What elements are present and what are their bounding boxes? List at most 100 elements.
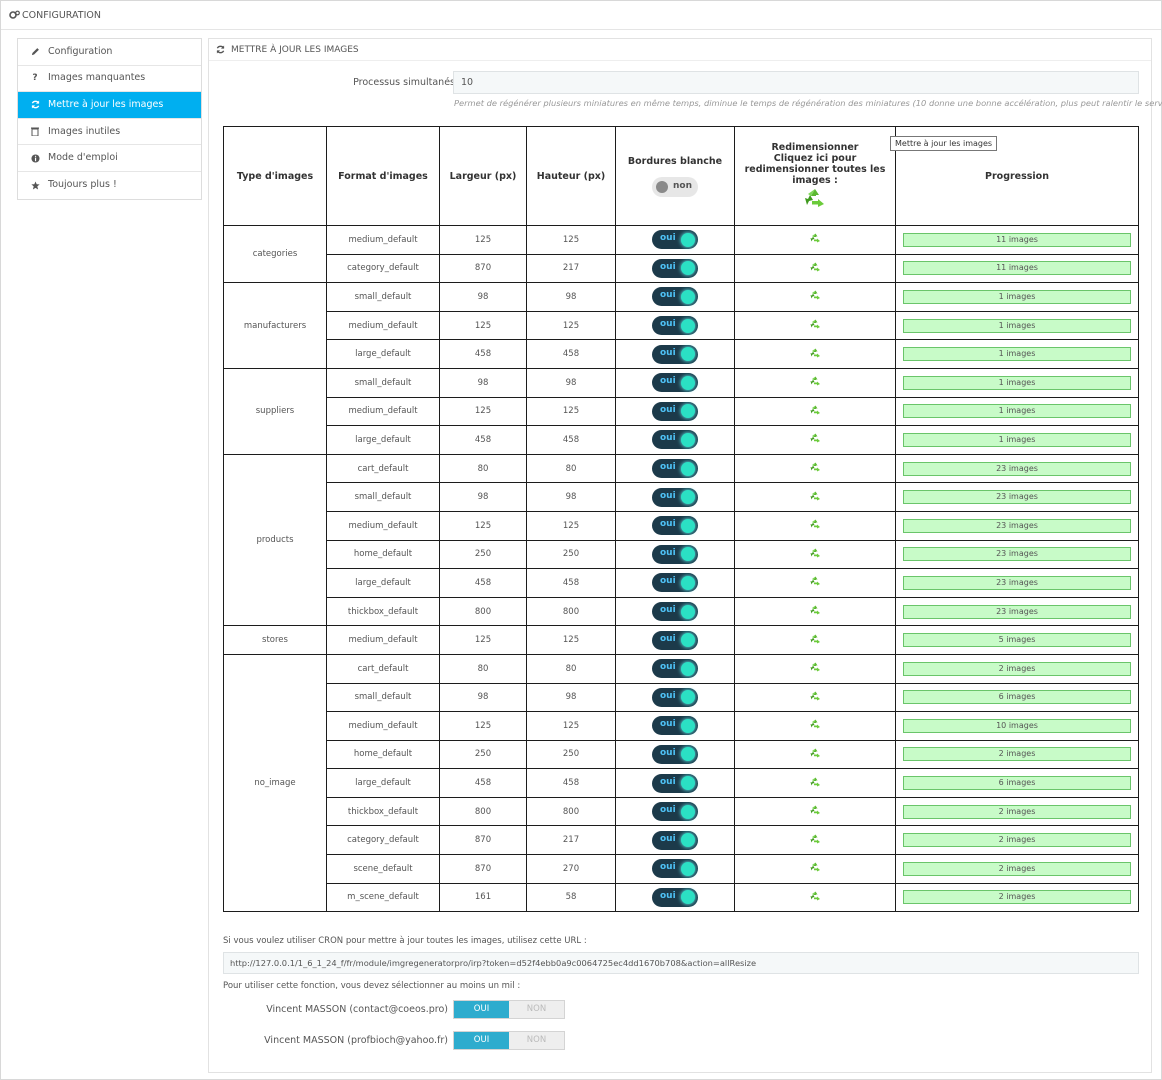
recycle-icon[interactable] (810, 262, 821, 275)
toggle-knob (681, 461, 695, 476)
recycle-icon[interactable] (810, 805, 821, 818)
mail-row: Vincent MASSON (profbioch@yahoo.fr) OUI … (209, 1031, 1153, 1051)
resize-cell (734, 282, 896, 312)
recycle-icon[interactable] (810, 719, 821, 732)
mail-toggle: OUI NON (453, 1031, 565, 1050)
toggle-knob (681, 318, 695, 333)
progress-bar: 2 images (903, 661, 1131, 676)
recycle-icon[interactable] (810, 691, 821, 704)
recycle-icon[interactable] (810, 834, 821, 847)
recycle-icon[interactable] (810, 748, 821, 761)
mail-toggle-off[interactable]: NON (509, 1001, 564, 1018)
borders-toggle[interactable]: oui (652, 573, 698, 593)
borders-toggle[interactable]: oui (652, 344, 698, 364)
progress-bar: 5 images (903, 633, 1131, 648)
resize-cell (734, 796, 896, 827)
borders-toggle[interactable]: oui (652, 659, 698, 679)
borders-toggle[interactable]: oui (652, 316, 698, 336)
toggle-knob (681, 432, 695, 447)
recycle-icon[interactable] (810, 319, 821, 332)
resize-cell (734, 539, 896, 570)
borders-toggle[interactable]: oui (652, 887, 698, 907)
borders-toggle[interactable]: oui (652, 373, 698, 393)
progress-cell: 23 images (895, 596, 1139, 627)
sidebar-item[interactable]: Toujours plus ! (18, 172, 201, 199)
borders-toggle[interactable]: oui (652, 544, 698, 564)
header-resize-title: Redimensionner (771, 141, 859, 153)
progress-cell: 11 images (895, 253, 1139, 284)
width-cell: 458 (439, 425, 527, 455)
progress-cell: 1 images (895, 310, 1139, 341)
refresh-icon (216, 45, 231, 55)
recycle-icon[interactable] (810, 862, 821, 875)
recycle-icon[interactable] (810, 376, 821, 389)
progress-bar: 1 images (903, 347, 1131, 362)
borders-toggle[interactable]: oui (652, 487, 698, 507)
borders-toggle[interactable]: oui (652, 602, 698, 622)
borders-toggle[interactable]: oui (652, 859, 698, 879)
toggle-label: oui (660, 805, 676, 816)
sidebar-item[interactable]: Configuration (18, 39, 201, 66)
panel-header: METTRE À JOUR LES IMAGES (209, 39, 1151, 61)
recycle-icon[interactable] (810, 290, 821, 303)
borders-toggle[interactable]: oui (652, 230, 698, 250)
borders-cell: oui (615, 253, 735, 284)
borders-toggle-all[interactable]: non (652, 176, 698, 197)
height-cell: 800 (526, 596, 616, 627)
borders-toggle[interactable]: oui (652, 744, 698, 764)
recycle-all-icon[interactable] (804, 188, 826, 211)
mail-toggle-on[interactable]: OUI (454, 1001, 509, 1018)
format-cell: medium_default (326, 310, 440, 341)
borders-toggle[interactable]: oui (652, 258, 698, 278)
sidebar-item[interactable]: ? Images manquantes (18, 66, 201, 93)
borders-toggle[interactable]: oui (652, 516, 698, 536)
table-row: thickbox_default 800 800 oui 2 images (224, 796, 1139, 827)
recycle-icon[interactable] (810, 634, 821, 647)
toggle-knob (681, 633, 695, 648)
height-cell: 80 (526, 453, 616, 484)
progress-bar: 1 images (903, 375, 1131, 390)
borders-toggle[interactable]: oui (652, 401, 698, 421)
borders-cell: oui (615, 653, 735, 684)
borders-toggle[interactable]: oui (652, 430, 698, 450)
borders-toggle[interactable]: oui (652, 459, 698, 479)
recycle-icon[interactable] (810, 433, 821, 446)
recycle-icon[interactable] (810, 348, 821, 361)
format-cell: category_default (326, 825, 440, 856)
borders-toggle[interactable]: oui (652, 802, 698, 822)
recycle-icon[interactable] (810, 491, 821, 504)
resize-cell (734, 653, 896, 684)
sidebar-item[interactable]: Mettre à jour les images (18, 92, 201, 119)
progress-bar: 1 images (903, 318, 1131, 333)
borders-toggle[interactable]: oui (652, 773, 698, 793)
cron-url-field[interactable]: http://127.0.0.1/1_6_1_24_f/fr/module/im… (223, 952, 1139, 974)
recycle-icon[interactable] (810, 462, 821, 475)
mail-toggle-off[interactable]: NON (509, 1032, 564, 1049)
recycle-icon[interactable] (810, 605, 821, 618)
mail-toggle-on[interactable]: OUI (454, 1032, 509, 1049)
sidebar-item[interactable]: Mode d'emploi (18, 145, 201, 172)
recycle-icon[interactable] (810, 233, 821, 246)
process-input[interactable]: 10 (453, 71, 1139, 94)
borders-toggle[interactable]: oui (652, 287, 698, 307)
recycle-icon[interactable] (810, 777, 821, 790)
sidebar-item[interactable]: Images inutiles (18, 119, 201, 146)
recycle-icon[interactable] (810, 891, 821, 904)
toggle-knob (681, 861, 695, 876)
recycle-icon[interactable] (810, 576, 821, 589)
toggle-label: oui (660, 519, 676, 530)
borders-toggle[interactable]: oui (652, 630, 698, 650)
recycle-icon[interactable] (810, 662, 821, 675)
borders-toggle[interactable]: oui (652, 716, 698, 736)
toggle-knob (681, 347, 695, 362)
borders-toggle[interactable]: oui (652, 830, 698, 850)
height-cell: 125 (526, 396, 616, 427)
recycle-icon[interactable] (810, 548, 821, 561)
recycle-icon[interactable] (810, 405, 821, 418)
panel-title: METTRE À JOUR LES IMAGES (231, 45, 359, 55)
table-row: large_default 458 458 oui 23 images (224, 568, 1139, 598)
recycle-icon[interactable] (810, 519, 821, 532)
toggle-knob (681, 490, 695, 505)
borders-toggle[interactable]: oui (652, 687, 698, 707)
progress-bar: 23 images (903, 547, 1131, 562)
